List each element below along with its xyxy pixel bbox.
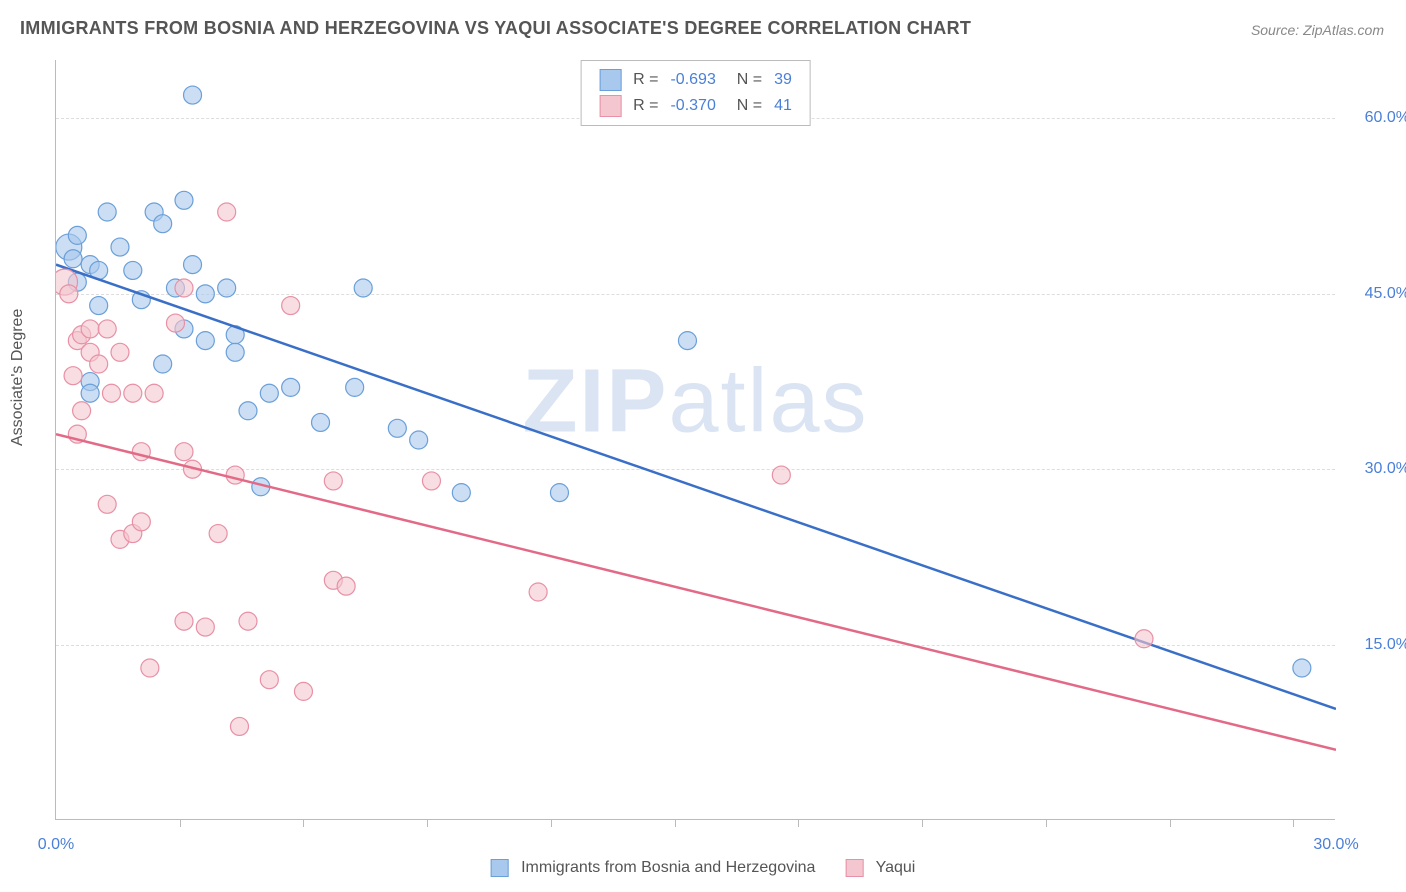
- scatter-point: [64, 367, 82, 385]
- scatter-point: [239, 402, 257, 420]
- stats-swatch-1: [599, 69, 621, 91]
- legend-item-1: Immigrants from Bosnia and Herzegovina: [491, 859, 816, 877]
- scatter-point: [132, 513, 150, 531]
- chart-svg: [56, 60, 1336, 820]
- scatter-point: [196, 332, 214, 350]
- scatter-point: [60, 285, 78, 303]
- scatter-point: [175, 443, 193, 461]
- scatter-point: [184, 86, 202, 104]
- scatter-point: [98, 495, 116, 513]
- scatter-point: [154, 215, 172, 233]
- x-tick-label: 30.0%: [1313, 836, 1358, 854]
- scatter-point: [196, 285, 214, 303]
- scatter-point: [81, 384, 99, 402]
- legend-swatch-2: [845, 859, 863, 877]
- y-tick-label: 15.0%: [1350, 636, 1406, 654]
- stats-swatch-2: [599, 95, 621, 117]
- scatter-point: [1293, 659, 1311, 677]
- scatter-point: [111, 238, 129, 256]
- stats-row-2: R = -0.370 N = 41: [599, 93, 792, 119]
- scatter-point: [102, 384, 120, 402]
- scatter-point: [98, 320, 116, 338]
- scatter-point: [141, 659, 159, 677]
- scatter-point: [239, 612, 257, 630]
- scatter-point: [124, 384, 142, 402]
- scatter-point: [68, 226, 86, 244]
- scatter-point: [226, 343, 244, 361]
- scatter-point: [410, 431, 428, 449]
- scatter-point: [226, 466, 244, 484]
- scatter-point: [294, 682, 312, 700]
- scatter-point: [166, 314, 184, 332]
- scatter-point: [260, 671, 278, 689]
- legend-label-2: Yaqui: [876, 859, 916, 876]
- scatter-point: [90, 355, 108, 373]
- y-tick-label: 30.0%: [1350, 460, 1406, 478]
- scatter-point: [175, 191, 193, 209]
- scatter-point: [324, 472, 342, 490]
- scatter-point: [230, 717, 248, 735]
- legend-label-1: Immigrants from Bosnia and Herzegovina: [521, 859, 815, 876]
- scatter-point: [422, 472, 440, 490]
- scatter-point: [452, 484, 470, 502]
- scatter-point: [64, 250, 82, 268]
- scatter-point: [354, 279, 372, 297]
- scatter-point: [184, 256, 202, 274]
- scatter-point: [337, 577, 355, 595]
- stats-legend-box: R = -0.693 N = 39 R = -0.370 N = 41: [580, 60, 811, 126]
- chart-title: IMMIGRANTS FROM BOSNIA AND HERZEGOVINA V…: [20, 18, 971, 39]
- scatter-point: [73, 402, 91, 420]
- scatter-point: [282, 297, 300, 315]
- legend-item-2: Yaqui: [845, 859, 915, 877]
- scatter-point: [209, 525, 227, 543]
- scatter-point: [1135, 630, 1153, 648]
- stats-row-1: R = -0.693 N = 39: [599, 67, 792, 93]
- bottom-legend: Immigrants from Bosnia and Herzegovina Y…: [491, 859, 916, 877]
- scatter-point: [175, 612, 193, 630]
- scatter-point: [550, 484, 568, 502]
- scatter-point: [218, 203, 236, 221]
- scatter-point: [196, 618, 214, 636]
- trend-line: [56, 434, 1336, 750]
- scatter-point: [90, 297, 108, 315]
- scatter-point: [346, 378, 364, 396]
- x-tick-label: 0.0%: [38, 836, 74, 854]
- y-tick-label: 45.0%: [1350, 285, 1406, 303]
- scatter-point: [154, 355, 172, 373]
- scatter-point: [111, 343, 129, 361]
- scatter-point: [218, 279, 236, 297]
- scatter-point: [145, 384, 163, 402]
- scatter-point: [175, 279, 193, 297]
- y-tick-label: 60.0%: [1350, 109, 1406, 127]
- scatter-point: [529, 583, 547, 601]
- scatter-point: [124, 261, 142, 279]
- y-axis-label: Associate's Degree: [9, 309, 27, 446]
- legend-swatch-1: [491, 859, 509, 877]
- scatter-point: [260, 384, 278, 402]
- source-label: Source: ZipAtlas.com: [1251, 22, 1384, 38]
- scatter-point: [678, 332, 696, 350]
- scatter-point: [282, 378, 300, 396]
- scatter-point: [388, 419, 406, 437]
- scatter-point: [81, 320, 99, 338]
- plot-area: ZIPatlas R = -0.693 N = 39 R = -0.370 N …: [55, 60, 1335, 820]
- scatter-point: [312, 413, 330, 431]
- scatter-point: [772, 466, 790, 484]
- scatter-point: [98, 203, 116, 221]
- chart-container: IMMIGRANTS FROM BOSNIA AND HERZEGOVINA V…: [0, 0, 1406, 892]
